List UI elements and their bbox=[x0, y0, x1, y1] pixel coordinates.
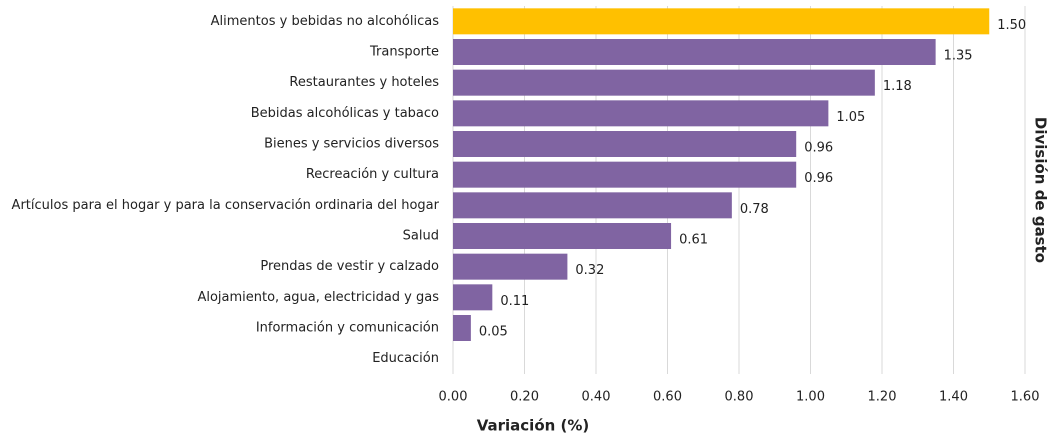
x-tick-label: 1.00 bbox=[796, 390, 825, 405]
value-label: 1.35 bbox=[944, 49, 973, 64]
x-axis-title: Variación (%) bbox=[477, 417, 590, 435]
bar bbox=[453, 100, 829, 127]
y-tick-label: Alimentos y bebidas no alcohólicas bbox=[211, 14, 440, 29]
bar bbox=[453, 253, 568, 280]
value-label: 0.11 bbox=[500, 294, 529, 309]
value-label: 0.78 bbox=[740, 202, 769, 217]
y-tick-label: Restaurantes y hoteles bbox=[289, 75, 439, 90]
x-tick-label: 0.60 bbox=[653, 390, 682, 405]
bar bbox=[453, 39, 936, 65]
value-label: 0.32 bbox=[575, 263, 604, 278]
y-tick-label: Salud bbox=[403, 229, 439, 244]
bar bbox=[453, 8, 990, 35]
y-tick-label: Información y comunicación bbox=[256, 321, 439, 336]
y-tick-label: Educación bbox=[372, 351, 439, 366]
value-label: 1.50 bbox=[997, 18, 1026, 33]
x-tick-label: 0.20 bbox=[510, 390, 539, 405]
x-tick-label: 1.40 bbox=[939, 390, 968, 405]
bar bbox=[453, 223, 672, 249]
y-tick-label: Alojamiento, agua, electricidad y gas bbox=[197, 290, 439, 305]
y-tick-label: Prendas de vestir y calzado bbox=[260, 259, 439, 274]
y-tick-label: Recreación y cultura bbox=[306, 167, 439, 182]
y-tick-label: Transporte bbox=[369, 45, 439, 60]
y-tick-label: Bebidas alcohólicas y tabaco bbox=[251, 106, 439, 121]
bar bbox=[453, 284, 493, 311]
y-axis-title: División de gasto bbox=[1032, 117, 1050, 263]
value-label: 0.96 bbox=[804, 141, 833, 156]
value-label: 0.05 bbox=[479, 325, 508, 340]
x-tick-label: 0.00 bbox=[439, 390, 468, 405]
value-label: 0.96 bbox=[804, 171, 833, 186]
bar bbox=[453, 69, 875, 96]
value-label: 1.18 bbox=[883, 79, 912, 94]
y-tick-label: Artículos para el hogar y para la conser… bbox=[12, 198, 440, 213]
x-tick-label: 0.80 bbox=[725, 390, 754, 405]
x-tick-label: 0.40 bbox=[582, 390, 611, 405]
bar bbox=[453, 131, 797, 157]
value-label: 1.05 bbox=[836, 110, 865, 125]
x-tick-label: 1.20 bbox=[868, 390, 897, 405]
x-tick-label: 1.60 bbox=[1011, 390, 1040, 405]
bar bbox=[453, 315, 471, 341]
y-tick-label: Bienes y servicios diversos bbox=[264, 137, 439, 152]
value-label: 0.61 bbox=[679, 233, 708, 248]
bar bbox=[453, 192, 732, 219]
bar bbox=[453, 161, 797, 188]
